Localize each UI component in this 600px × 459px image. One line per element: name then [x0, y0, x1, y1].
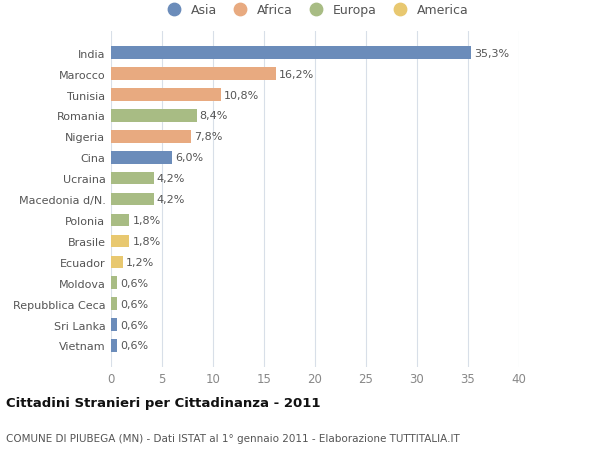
Bar: [111, 277, 117, 289]
Bar: [111, 131, 191, 143]
Text: COMUNE DI PIUBEGA (MN) - Dati ISTAT al 1° gennaio 2011 - Elaborazione TUTTITALIA: COMUNE DI PIUBEGA (MN) - Dati ISTAT al 1…: [6, 433, 460, 442]
Bar: [111, 340, 117, 352]
Bar: [111, 193, 154, 206]
Text: 0,6%: 0,6%: [120, 341, 148, 351]
Bar: [111, 173, 154, 185]
Bar: [111, 319, 117, 331]
Bar: [111, 47, 471, 60]
Text: 4,2%: 4,2%: [157, 174, 185, 184]
Text: 10,8%: 10,8%: [224, 90, 259, 101]
Text: Cittadini Stranieri per Cittadinanza - 2011: Cittadini Stranieri per Cittadinanza - 2…: [6, 396, 320, 409]
Legend: Asia, Africa, Europa, America: Asia, Africa, Europa, America: [158, 1, 472, 19]
Bar: [111, 151, 172, 164]
Bar: [111, 256, 123, 269]
Text: 16,2%: 16,2%: [280, 69, 314, 79]
Bar: [111, 89, 221, 101]
Bar: [111, 68, 276, 81]
Text: 8,4%: 8,4%: [200, 111, 228, 121]
Text: 0,6%: 0,6%: [120, 320, 148, 330]
Text: 1,8%: 1,8%: [133, 236, 161, 246]
Bar: [111, 235, 130, 248]
Bar: [111, 214, 130, 227]
Text: 35,3%: 35,3%: [474, 49, 509, 59]
Bar: [111, 110, 197, 123]
Text: 1,8%: 1,8%: [133, 216, 161, 225]
Text: 0,6%: 0,6%: [120, 278, 148, 288]
Text: 4,2%: 4,2%: [157, 195, 185, 205]
Bar: [111, 298, 117, 310]
Text: 0,6%: 0,6%: [120, 299, 148, 309]
Text: 7,8%: 7,8%: [194, 132, 222, 142]
Text: 1,2%: 1,2%: [127, 257, 155, 267]
Text: 6,0%: 6,0%: [175, 153, 203, 163]
